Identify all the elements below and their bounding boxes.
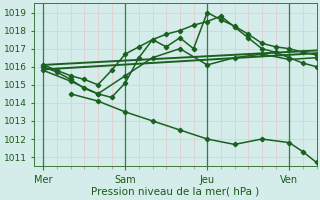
X-axis label: Pression niveau de la mer( hPa ): Pression niveau de la mer( hPa ) bbox=[91, 187, 260, 197]
